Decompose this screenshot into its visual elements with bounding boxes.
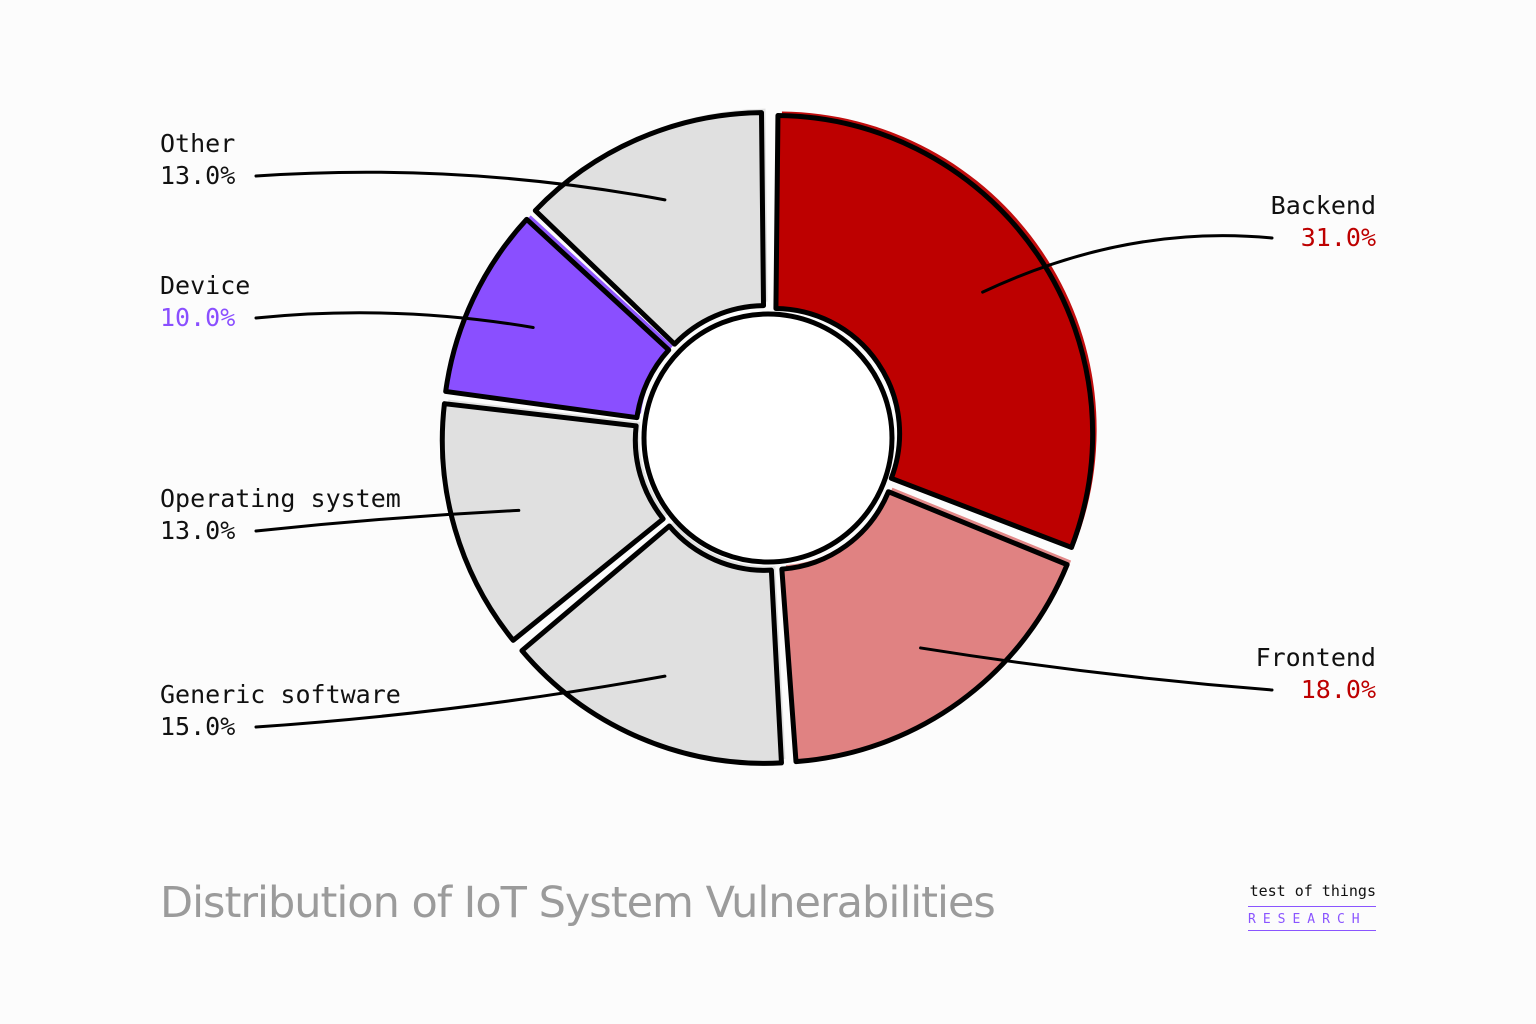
brand-subtitle: RESEARCH (1248, 907, 1376, 931)
slice-device (443, 216, 672, 421)
label-operating-system: Operating system (160, 484, 401, 513)
slice-other (532, 110, 767, 347)
chart-title: Distribution of IoT System Vulnerabiliti… (160, 878, 996, 928)
value-backend: 31.0% (1301, 223, 1376, 252)
value-generic-software: 15.0% (160, 712, 235, 741)
slices (439, 110, 1096, 766)
donut-hole (641, 311, 895, 565)
slice-generic-software (519, 523, 784, 766)
value-operating-system: 13.0% (160, 516, 235, 545)
leader-line-backend (981, 234, 1274, 294)
label-frontend: Frontend (1256, 643, 1376, 672)
slice-backend (773, 113, 1096, 550)
leader-line-operating-system (254, 508, 521, 533)
label-other: Other (160, 129, 235, 158)
leader-line-frontend (919, 646, 1274, 692)
slice-frontend (779, 489, 1070, 765)
leader-line-device (254, 311, 535, 330)
value-other: 13.0% (160, 161, 235, 190)
brand-logo: test of things RESEARCH (1248, 882, 1376, 931)
value-device: 10.0% (160, 303, 235, 332)
leader-line-other (254, 170, 667, 202)
leader-line-generic-software (254, 674, 667, 729)
leader-lines (254, 170, 1274, 729)
brand-name: test of things (1248, 882, 1376, 907)
slice-labels: Backend 31.0% Frontend 18.0% Generic softwar… (160, 129, 1376, 741)
value-frontend: 18.0% (1301, 675, 1376, 704)
label-backend: Backend (1271, 191, 1376, 220)
label-generic-software: Generic software (160, 680, 401, 709)
slice-operating-system (439, 401, 666, 643)
label-device: Device (160, 271, 250, 300)
